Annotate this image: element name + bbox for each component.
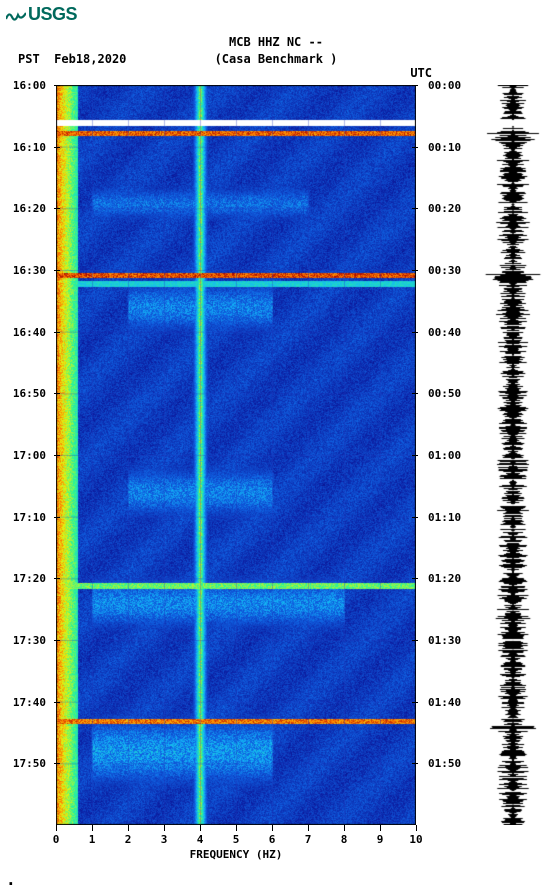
y-left-tick-label: 16:50 <box>13 387 46 400</box>
y-right-tick-mark <box>412 208 418 209</box>
y-left-tick-label: 16:40 <box>13 326 46 339</box>
y-right-tick-mark <box>412 332 418 333</box>
y-left-tick-mark <box>54 393 60 394</box>
y-left-tick-label: 16:20 <box>13 202 46 215</box>
plot-title-line1: MCB HHZ NC -- <box>0 35 552 49</box>
y-right-tick-mark <box>412 763 418 764</box>
spectrogram-plot <box>56 85 416 825</box>
timezone-left: PST <box>18 52 40 66</box>
y-right-tick-label: 01:20 <box>428 572 461 585</box>
y-left-tick-label: 17:10 <box>13 511 46 524</box>
y-right-tick-label: 00:00 <box>428 79 461 92</box>
footer-dot: . <box>6 870 16 889</box>
y-right-tick-label: 01:10 <box>428 511 461 524</box>
y-right-tick-label: 00:50 <box>428 387 461 400</box>
y-left-tick-mark <box>54 208 60 209</box>
x-tick-mark <box>164 825 165 831</box>
x-tick-label: 5 <box>233 833 240 846</box>
y-right-tick-label: 01:30 <box>428 634 461 647</box>
usgs-logo: USGS <box>6 4 77 25</box>
y-axis-left: 16:0016:1016:2016:3016:4016:5017:0017:10… <box>0 85 54 825</box>
y-left-tick-label: 17:20 <box>13 572 46 585</box>
x-tick-label: 1 <box>89 833 96 846</box>
x-tick-mark <box>236 825 237 831</box>
y-axis-right: 00:0000:1000:2000:3000:4000:5001:0001:10… <box>418 85 478 825</box>
y-right-tick-label: 01:40 <box>428 696 461 709</box>
x-tick-mark <box>416 825 417 831</box>
y-right-tick-mark <box>412 517 418 518</box>
waveform-canvas <box>482 85 544 825</box>
x-tick-label: 0 <box>53 833 60 846</box>
y-right-tick-mark <box>412 640 418 641</box>
x-tick-mark <box>272 825 273 831</box>
y-left-tick-label: 17:50 <box>13 757 46 770</box>
x-tick-label: 8 <box>341 833 348 846</box>
y-right-tick-label: 01:50 <box>428 757 461 770</box>
x-tick-label: 4 <box>197 833 204 846</box>
y-right-tick-label: 01:00 <box>428 449 461 462</box>
x-tick-label: 6 <box>269 833 276 846</box>
x-tick-mark <box>200 825 201 831</box>
y-left-tick-mark <box>54 578 60 579</box>
y-left-tick-mark <box>54 763 60 764</box>
y-right-tick-mark <box>412 578 418 579</box>
y-right-tick-label: 00:40 <box>428 326 461 339</box>
y-left-tick-mark <box>54 147 60 148</box>
y-left-tick-mark <box>54 332 60 333</box>
x-tick-label: 2 <box>125 833 132 846</box>
y-left-tick-label: 16:10 <box>13 141 46 154</box>
x-tick-mark <box>308 825 309 831</box>
usgs-logo-text: USGS <box>28 4 77 25</box>
x-tick-label: 3 <box>161 833 168 846</box>
usgs-wave-icon <box>6 7 26 23</box>
x-tick-label: 7 <box>305 833 312 846</box>
y-left-tick-mark <box>54 85 60 86</box>
x-tick-mark <box>380 825 381 831</box>
y-right-tick-mark <box>412 455 418 456</box>
timezone-right: UTC <box>410 66 432 80</box>
x-tick-mark <box>128 825 129 831</box>
plot-title-line2: PST Feb18,2020 (Casa Benchmark ) UTC <box>0 52 552 66</box>
header-date: Feb18,2020 <box>54 52 126 66</box>
y-left-tick-mark <box>54 270 60 271</box>
y-left-tick-mark <box>54 640 60 641</box>
y-right-tick-mark <box>412 85 418 86</box>
y-left-tick-mark <box>54 517 60 518</box>
spectrogram-canvas <box>56 85 416 825</box>
y-right-tick-label: 00:30 <box>428 264 461 277</box>
y-right-tick-mark <box>412 702 418 703</box>
header-left: PST Feb18,2020 <box>18 52 126 66</box>
y-right-tick-label: 00:10 <box>428 141 461 154</box>
y-right-tick-label: 00:20 <box>428 202 461 215</box>
y-left-tick-label: 17:00 <box>13 449 46 462</box>
waveform-panel <box>482 85 544 825</box>
y-left-tick-label: 17:30 <box>13 634 46 647</box>
y-left-tick-mark <box>54 702 60 703</box>
y-right-tick-mark <box>412 270 418 271</box>
x-tick-label: 10 <box>409 833 422 846</box>
y-left-tick-label: 16:00 <box>13 79 46 92</box>
y-right-tick-mark <box>412 393 418 394</box>
y-left-tick-mark <box>54 455 60 456</box>
x-tick-mark <box>56 825 57 831</box>
x-axis-label: FREQUENCY (HZ) <box>56 848 416 861</box>
y-right-tick-mark <box>412 147 418 148</box>
x-tick-mark <box>92 825 93 831</box>
y-left-tick-label: 17:40 <box>13 696 46 709</box>
y-left-tick-label: 16:30 <box>13 264 46 277</box>
x-tick-mark <box>344 825 345 831</box>
x-tick-label: 9 <box>377 833 384 846</box>
